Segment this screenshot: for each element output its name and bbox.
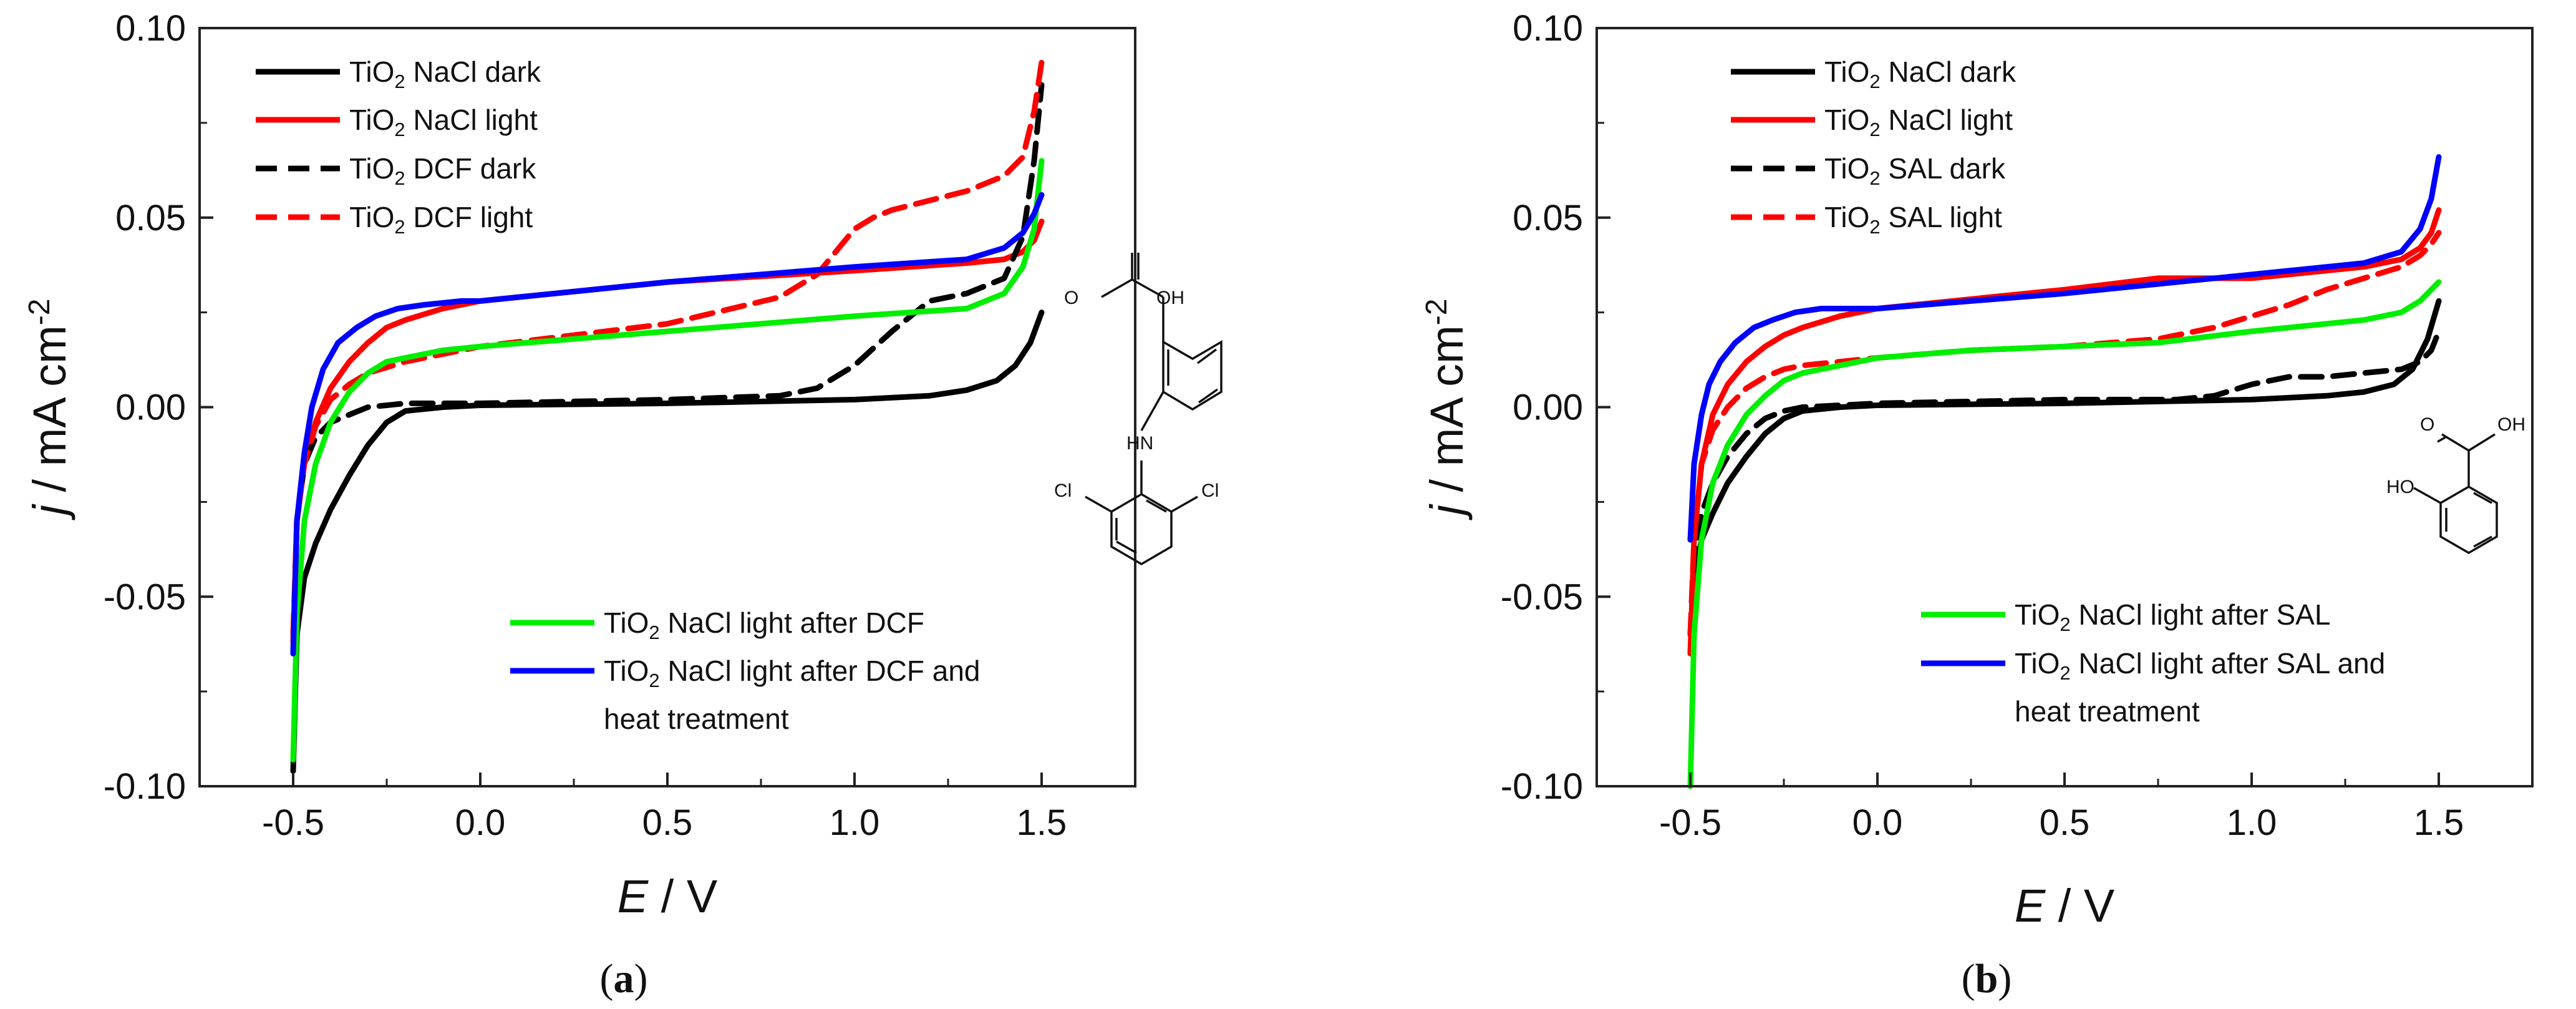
mol-atom-HO: HO	[2386, 477, 2414, 497]
legend-label-5-cont: heat treatment	[604, 703, 789, 735]
legend-label-0: TiO2 NaCl dark	[1824, 56, 2017, 92]
y-tick-label: -0.10	[104, 766, 186, 807]
x-axis-label: E / V	[2015, 880, 2115, 932]
legend-label-5-cont: heat treatment	[2015, 695, 2200, 728]
y-tick-label: 0.05	[115, 198, 186, 238]
series-line-drug-light	[290, 59, 1045, 638]
plot-lines	[290, 59, 1045, 774]
axis-ticks: -0.5 0.0 0.5 1.0 1.5 -0.10 -0.05 0.00 0.05 0.10	[104, 8, 1136, 843]
series-line-light-after-drug	[290, 158, 1045, 763]
panel-b: -0.5 0.0 0.5 1.0 1.5 -0.10 -0.05 0.00 0.05 0.10 T…	[1420, 8, 2534, 1002]
legend-label-0: TiO2 NaCl dark	[349, 56, 541, 92]
salicylic-acid-structure	[2413, 433, 2498, 555]
x-tick-label: -0.5	[262, 802, 324, 843]
mol-atom-O: O	[1064, 288, 1078, 308]
mol-atom-OH: OH	[1156, 288, 1184, 308]
legend-label-4: TiO2 NaCl light after DCF	[604, 607, 924, 643]
legend-label-2: TiO2 DCF dark	[349, 152, 536, 189]
y-tick-label: 0.05	[1513, 198, 1583, 238]
x-tick-label: 0.0	[1852, 802, 1903, 843]
legend-label-1: TiO2 NaCl light	[349, 104, 538, 140]
series-line-drug-dark	[290, 82, 1045, 656]
x-tick-label: 0.5	[642, 802, 693, 843]
x-tick-label: 0.0	[455, 802, 506, 843]
panel-label-b: (b)	[1962, 956, 2012, 1002]
x-tick-label: 1.0	[830, 802, 880, 843]
legend-label-4: TiO2 NaCl light after SAL	[2015, 598, 2330, 635]
legend-label-5: TiO2 NaCl light after SAL and	[2015, 647, 2385, 684]
y-axis-label: j / mA cm-2	[23, 299, 75, 521]
mol-atom-O: O	[2420, 414, 2434, 435]
legend-label-3: TiO2 SAL light	[1824, 201, 2002, 238]
panel-label-a: (a)	[600, 956, 648, 1002]
legend: TiO2 NaCl dark TiO2 NaCl light TiO2 DCF …	[256, 56, 541, 238]
series-line-light-after-drug-heat	[1687, 154, 2442, 543]
series-line-light-after-drug	[1687, 279, 2442, 789]
legend-label-1: TiO2 NaCl light	[1824, 104, 2013, 140]
y-tick-label: -0.10	[1501, 766, 1583, 807]
mol-atom-Cl-right: Cl	[1201, 480, 1219, 501]
legend-secondary: TiO2 NaCl light after DCF TiO2 NaCl ligh…	[510, 607, 981, 735]
legend-secondary: TiO2 NaCl light after SAL TiO2 NaCl ligh…	[1921, 598, 2385, 728]
y-tick-label: 0.10	[115, 8, 186, 49]
series-line-drug-dark	[1687, 328, 2442, 638]
y-tick-label: 0.00	[1513, 388, 1583, 428]
panel-a: -0.5 0.0 0.5 1.0 1.5 -0.10 -0.05 0.00 0.05 0.10 T…	[23, 8, 1223, 1002]
x-tick-label: 0.5	[2040, 802, 2090, 843]
x-tick-label: 1.5	[1017, 802, 1067, 843]
series-line-light-after-drug-heat	[290, 192, 1045, 656]
mol-atom-Cl-left: Cl	[1054, 480, 1072, 501]
y-tick-label: 0.00	[115, 388, 186, 428]
mol-atom-OH: OH	[2497, 414, 2525, 435]
legend: TiO2 NaCl dark TiO2 NaCl light TiO2 SAL …	[1731, 56, 2017, 238]
x-tick-label: 1.5	[2414, 802, 2464, 843]
legend-label-3: TiO2 DCF light	[349, 201, 533, 238]
series-line-nacl-dark	[290, 310, 1045, 774]
legend-label-2: TiO2 SAL dark	[1824, 152, 2006, 189]
axis-ticks: -0.5 0.0 0.5 1.0 1.5 -0.10 -0.05 0.00 0.05 0.10	[1501, 8, 2534, 843]
y-tick-label: -0.05	[104, 577, 186, 617]
x-axis-label: E / V	[617, 870, 718, 922]
y-tick-label: -0.05	[1501, 577, 1583, 617]
mol-atom-HN: HN	[1126, 433, 1153, 454]
x-tick-label: -0.5	[1659, 802, 1721, 843]
y-tick-label: 0.10	[1513, 8, 1583, 49]
diclofenac-structure	[1085, 253, 1223, 566]
y-axis-label: j / mA cm-2	[1420, 299, 1473, 521]
x-tick-label: 1.0	[2227, 802, 2277, 843]
legend-label-5: TiO2 NaCl light after DCF and	[604, 655, 981, 691]
plot-lines	[1687, 154, 2442, 789]
series-line-nacl-light	[1687, 207, 2442, 656]
